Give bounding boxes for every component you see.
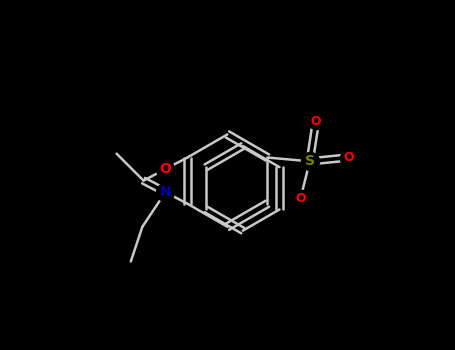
Text: S: S	[305, 154, 315, 168]
Text: N: N	[160, 185, 171, 199]
Text: O: O	[160, 162, 172, 176]
Text: O: O	[295, 192, 306, 205]
Text: O: O	[343, 151, 354, 164]
Text: O: O	[311, 115, 321, 128]
